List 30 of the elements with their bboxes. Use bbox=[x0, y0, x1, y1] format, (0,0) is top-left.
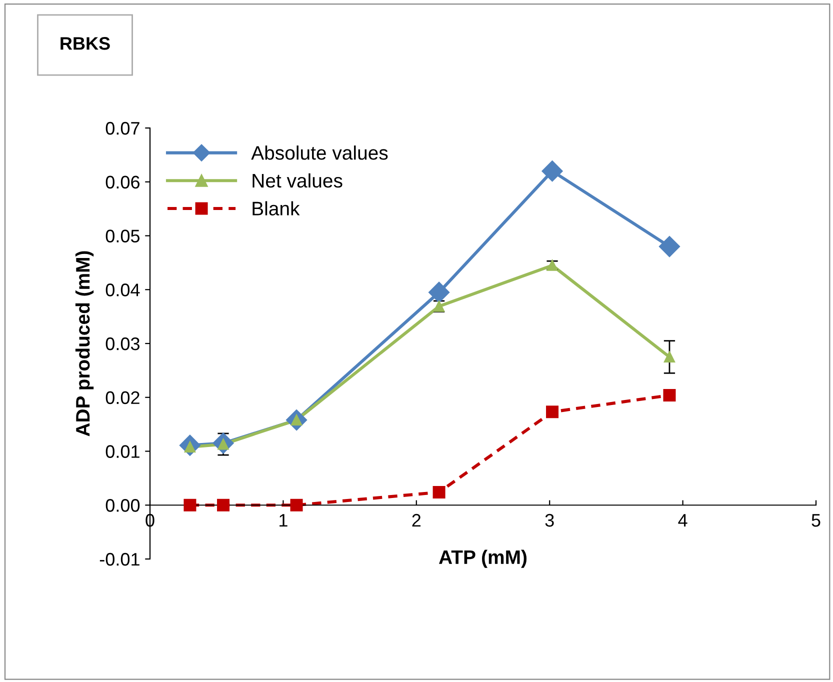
legend-label: Net values bbox=[252, 173, 342, 188]
point bbox=[542, 160, 563, 182]
y-tick-label: -0.01 bbox=[100, 552, 140, 566]
point bbox=[663, 388, 676, 402]
point bbox=[432, 486, 446, 498]
y-tick-label: 0.02 bbox=[106, 391, 140, 404]
point bbox=[664, 351, 676, 363]
legend-label: Blank bbox=[252, 201, 300, 216]
x-tick-label: 4 bbox=[678, 514, 688, 527]
y-tick-label: 0.07 bbox=[106, 122, 140, 135]
point bbox=[428, 282, 450, 303]
x-tick-label: 1 bbox=[280, 514, 288, 527]
chart-title: RBKS bbox=[60, 37, 110, 50]
y-tick-label: 0.06 bbox=[106, 176, 140, 189]
y-axis-title: ADP produced (mM) bbox=[75, 251, 94, 436]
legend-label: Absolute values bbox=[251, 146, 388, 160]
x-tick-label: 3 bbox=[545, 514, 554, 527]
y-tick-label: 0.01 bbox=[106, 445, 140, 458]
point bbox=[546, 406, 559, 418]
x-axis-title: ATP (mM) bbox=[439, 550, 527, 568]
x-tick-label: 2 bbox=[412, 514, 421, 527]
point bbox=[184, 498, 196, 512]
x-tick-label: 5 bbox=[812, 514, 820, 527]
y-tick-label: 0.00 bbox=[106, 499, 140, 512]
point bbox=[290, 498, 303, 512]
y-tick-label: 0.05 bbox=[106, 230, 140, 242]
point bbox=[658, 236, 680, 258]
y-tick-label: 0.03 bbox=[106, 337, 140, 350]
y-tick-label: 0.04 bbox=[106, 284, 140, 296]
point bbox=[217, 498, 230, 512]
